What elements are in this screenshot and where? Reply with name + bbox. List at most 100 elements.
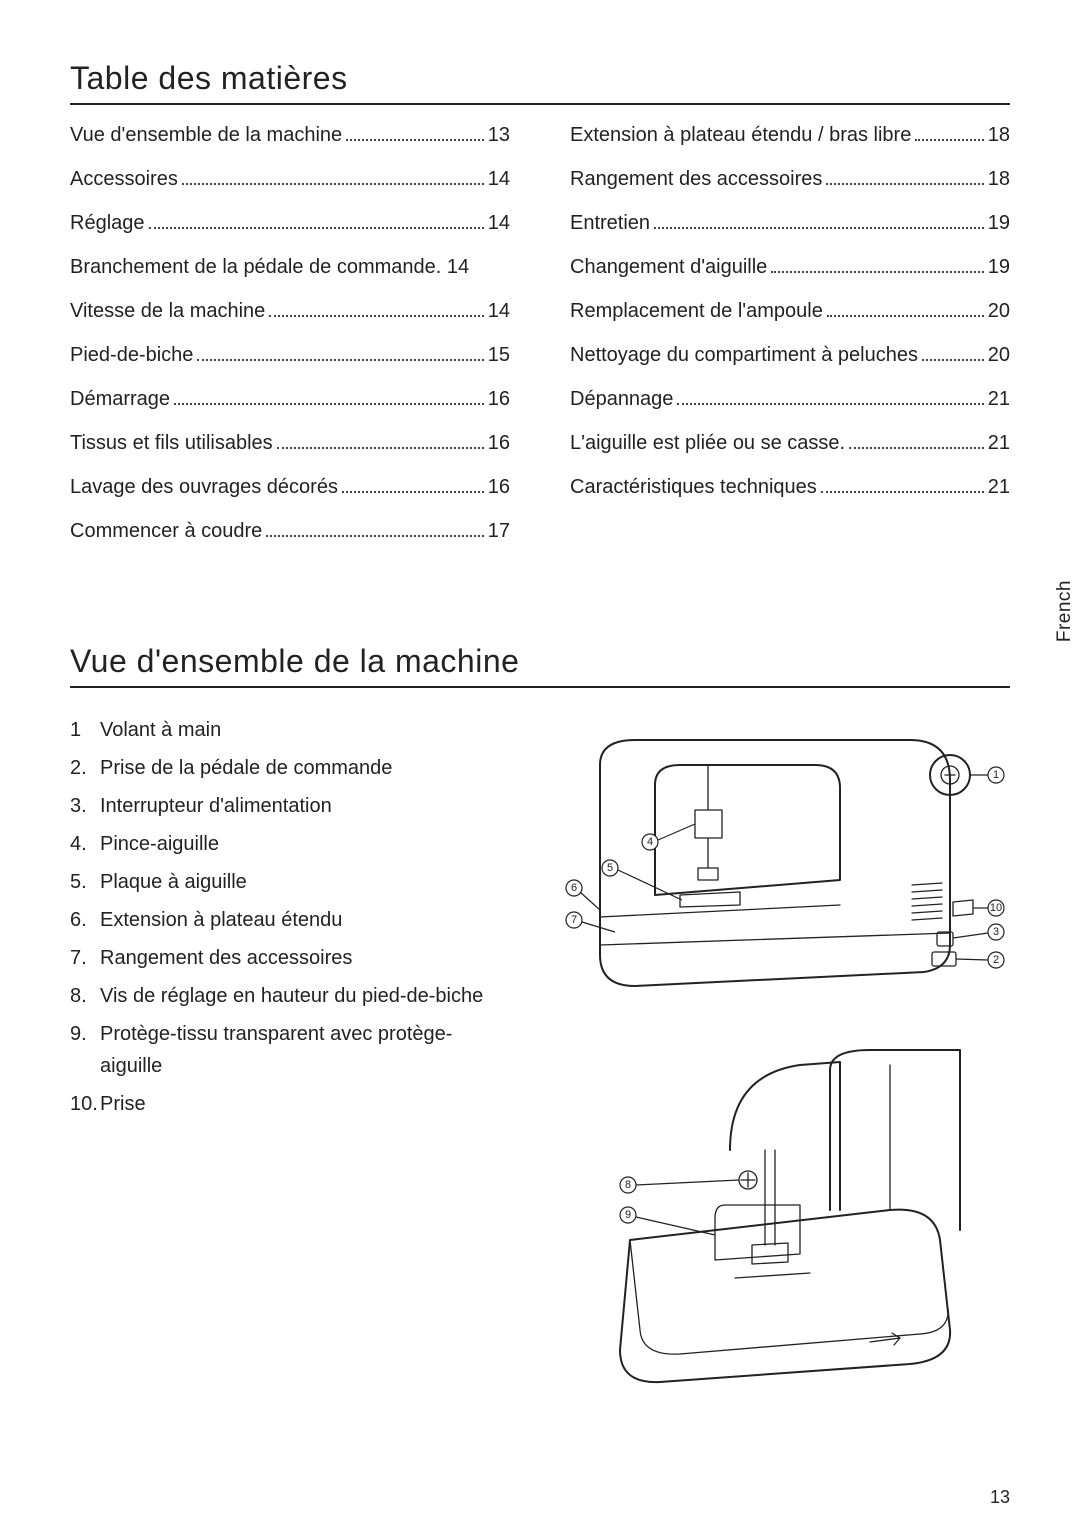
toc-column-right: Extension à plateau étendu / bras libre1… bbox=[570, 123, 1010, 563]
parts-list-item: 5.Plaque à aiguille bbox=[70, 866, 500, 898]
machine-diagram-top: 1 10 3 2 4 bbox=[540, 710, 1010, 1030]
parts-list-number: 8. bbox=[70, 980, 100, 1012]
toc-entry-label: Vitesse de la machine bbox=[70, 299, 265, 323]
toc-entry-label: Vue d'ensemble de la machine bbox=[70, 123, 342, 147]
toc-entry: Lavage des ouvrages décorés 16 bbox=[70, 475, 510, 499]
parts-list-text: Plaque à aiguille bbox=[100, 866, 500, 898]
toc-entry-page: 19 bbox=[988, 211, 1010, 235]
toc-entry: Pied-de-biche15 bbox=[70, 343, 510, 367]
parts-list-item: 1Volant à main bbox=[70, 714, 500, 746]
toc-entry-label: Réglage bbox=[70, 211, 145, 235]
toc-entry: Démarrage16 bbox=[70, 387, 510, 411]
toc-entry: Entretien 19 bbox=[570, 211, 1010, 235]
parts-list-text: Rangement des accessoires bbox=[100, 942, 500, 974]
toc-leader-dots bbox=[197, 343, 483, 361]
parts-list-text: Prise de la pédale de commande bbox=[100, 752, 500, 784]
toc-leader-dots bbox=[277, 431, 484, 449]
toc-rule bbox=[70, 103, 1010, 105]
parts-list-item: 10.Prise bbox=[70, 1088, 500, 1120]
toc-entry: Nettoyage du compartiment à peluches20 bbox=[570, 343, 1010, 367]
toc-leader-dots bbox=[915, 123, 983, 141]
toc-entry-page: 17 bbox=[488, 519, 510, 543]
toc-entry-page: 18 bbox=[988, 123, 1010, 147]
callout-2: 2 bbox=[993, 954, 999, 966]
toc-leader-dots bbox=[149, 211, 484, 229]
toc-entry: Caractéristiques techniques21 bbox=[570, 475, 1010, 499]
parts-list-number: 2. bbox=[70, 752, 100, 784]
toc-leader-dots bbox=[266, 519, 483, 537]
toc-entry-label: Rangement des accessoires bbox=[570, 167, 822, 191]
toc-leader-dots bbox=[771, 255, 983, 273]
toc-entry-label: Dépannage bbox=[570, 387, 673, 411]
overview-section: Vue d'ensemble de la machine 1Volant à m… bbox=[70, 643, 1010, 1410]
toc-entry: Changement d'aiguille 19 bbox=[570, 255, 1010, 279]
toc-leader-dots bbox=[849, 431, 984, 449]
callout-4: 4 bbox=[647, 836, 653, 848]
toc-entry-label: Branchement de la pédale de commande. bbox=[70, 255, 441, 279]
toc-entry-label: Tissus et fils utilisables bbox=[70, 431, 273, 455]
toc-entry: Accessoires 14 bbox=[70, 167, 510, 191]
toc-leader-dots bbox=[342, 475, 484, 493]
toc-entry-page: 20 bbox=[988, 299, 1010, 323]
callout-7: 7 bbox=[571, 914, 577, 926]
parts-list-item: 7.Rangement des accessoires bbox=[70, 942, 500, 974]
toc-columns: Vue d'ensemble de la machine 13 Accessoire… bbox=[70, 123, 1010, 563]
callout-8: 8 bbox=[625, 1179, 631, 1191]
toc-leader-dots bbox=[821, 475, 984, 493]
toc-entry: Vitesse de la machine14 bbox=[70, 299, 510, 323]
toc-entry-page: 13 bbox=[488, 123, 510, 147]
callout-9: 9 bbox=[625, 1209, 631, 1221]
parts-list-text: Prise bbox=[100, 1088, 500, 1120]
parts-list-number: 3. bbox=[70, 790, 100, 822]
parts-list-text: Protège-tissu transparent avec protège-a… bbox=[100, 1018, 500, 1082]
toc-entry-page: 16 bbox=[488, 475, 510, 499]
toc-entry: L'aiguille est pliée ou se casse. 21 bbox=[570, 431, 1010, 455]
toc-entry-label: Entretien bbox=[570, 211, 650, 235]
toc-leader-dots bbox=[677, 387, 983, 405]
toc-entry-page: 16 bbox=[488, 387, 510, 411]
toc-entry: Remplacement de l'ampoule 20 bbox=[570, 299, 1010, 323]
toc-entry-page: 21 bbox=[988, 431, 1010, 455]
parts-list-text: Extension à plateau étendu bbox=[100, 904, 500, 936]
toc-leader-dots bbox=[174, 387, 484, 405]
toc-entry-label: Accessoires bbox=[70, 167, 178, 191]
page-number: 13 bbox=[990, 1487, 1010, 1508]
parts-list-item: 8.Vis de réglage en hauteur du pied-de-b… bbox=[70, 980, 500, 1012]
machine-diagram-bottom: 8 9 bbox=[540, 1030, 1010, 1410]
toc-entry: Extension à plateau étendu / bras libre1… bbox=[570, 123, 1010, 147]
toc-leader-dots bbox=[269, 299, 483, 317]
toc-entry-page: 14 bbox=[447, 255, 469, 279]
toc-leader-dots bbox=[827, 299, 984, 317]
toc-entry-label: Lavage des ouvrages décorés bbox=[70, 475, 338, 499]
parts-list-number: 4. bbox=[70, 828, 100, 860]
parts-list-item: 3.Interrupteur d'alimentation bbox=[70, 790, 500, 822]
parts-list-item: 2.Prise de la pédale de commande bbox=[70, 752, 500, 784]
toc-entry: Rangement des accessoires18 bbox=[570, 167, 1010, 191]
toc-entry-page: 19 bbox=[988, 255, 1010, 279]
overview-title: Vue d'ensemble de la machine bbox=[70, 643, 1010, 680]
toc-entry-label: Remplacement de l'ampoule bbox=[570, 299, 823, 323]
parts-list-text: Vis de réglage en hauteur du pied-de-bic… bbox=[100, 980, 500, 1012]
toc-entry-label: L'aiguille est pliée ou se casse. bbox=[570, 431, 845, 455]
toc-leader-dots bbox=[346, 123, 484, 141]
toc-entry-page: 20 bbox=[988, 343, 1010, 367]
toc-title: Table des matières bbox=[70, 60, 1010, 97]
toc-entry-label: Changement d'aiguille bbox=[570, 255, 767, 279]
parts-list-number: 10. bbox=[70, 1088, 100, 1120]
parts-list-number: 5. bbox=[70, 866, 100, 898]
parts-list-text: Pince-aiguille bbox=[100, 828, 500, 860]
toc-entry-page: 14 bbox=[488, 167, 510, 191]
toc-entry: Réglage 14 bbox=[70, 211, 510, 235]
parts-list-number: 7. bbox=[70, 942, 100, 974]
toc-entry-page: 14 bbox=[488, 211, 510, 235]
diagrams: 1 10 3 2 4 bbox=[540, 706, 1010, 1410]
parts-list-number: 1 bbox=[70, 714, 100, 746]
toc-leader-dots bbox=[654, 211, 984, 229]
callout-5: 5 bbox=[607, 862, 613, 874]
toc-leader-dots bbox=[922, 343, 984, 361]
toc-entry: Commencer à coudre17 bbox=[70, 519, 510, 543]
toc-leader-dots bbox=[182, 167, 484, 185]
parts-list-item: 6.Extension à plateau étendu bbox=[70, 904, 500, 936]
toc-column-left: Vue d'ensemble de la machine 13 Accessoire… bbox=[70, 123, 510, 563]
parts-list-item: 9.Protège-tissu transparent avec protège… bbox=[70, 1018, 500, 1082]
